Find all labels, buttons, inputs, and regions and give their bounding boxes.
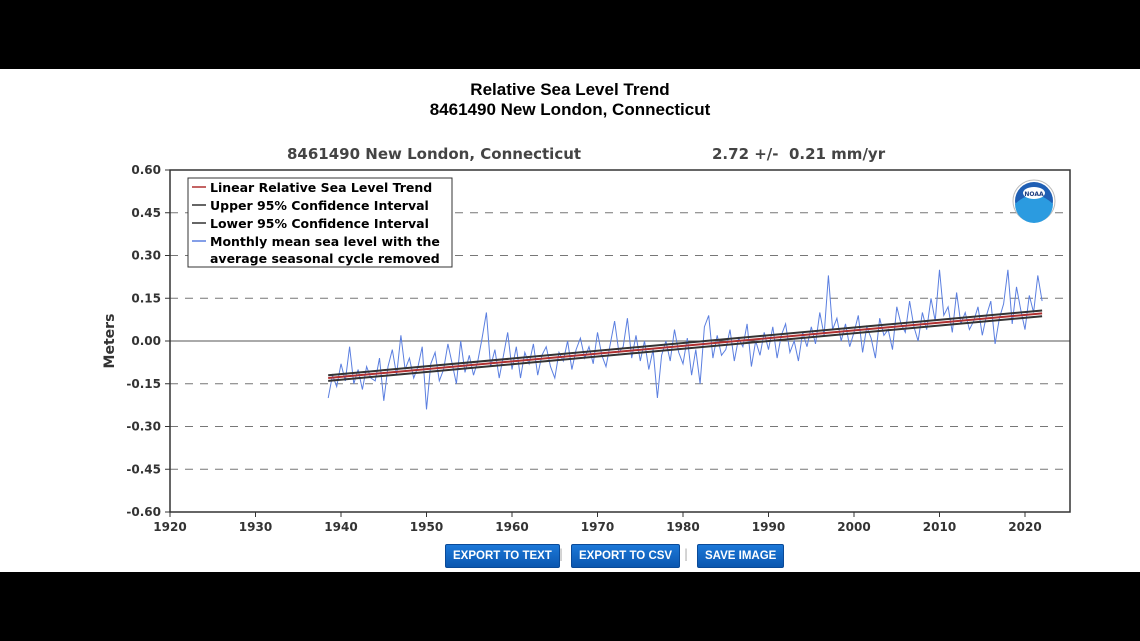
y-tick-label: 0.45: [131, 206, 161, 220]
x-tick-label: 1930: [239, 520, 272, 534]
y-tick-label: -0.15: [126, 377, 161, 391]
rate-label: 2.72 +/- 0.21 mm/yr: [712, 145, 886, 163]
x-tick-label: 1960: [495, 520, 528, 534]
export-csv-button[interactable]: EXPORT TO CSV: [571, 544, 681, 568]
noaa-logo-text: NOAA: [1024, 191, 1044, 198]
legend-item: Monthly mean sea level with the: [210, 234, 440, 249]
legend-box: [187, 177, 453, 268]
y-tick-label: -0.45: [126, 462, 161, 476]
x-tick-label: 1950: [410, 520, 443, 534]
x-tick-label: 2020: [1008, 520, 1041, 534]
save-image-button[interactable]: SAVE IMAGE: [697, 544, 785, 568]
upper-ci-line: [328, 309, 1043, 377]
noaa-logo-wave: [1015, 195, 1053, 223]
plot-border: [169, 169, 1071, 513]
x-tick-label: 1940: [324, 520, 357, 534]
chart-subtitle: 8461490 New London, Connecticut: [429, 100, 711, 119]
y-tick-label: 0.15: [131, 291, 161, 305]
y-tick-label: 0.00: [131, 334, 161, 348]
x-tick-label: 2000: [837, 520, 870, 534]
y-axis-label: Meters: [102, 314, 118, 369]
trend-line: [328, 312, 1043, 380]
y-tick-label: 0.60: [131, 163, 161, 177]
export-text-button[interactable]: EXPORT TO TEXT: [445, 544, 560, 568]
legend-item: average seasonal cycle removed: [210, 251, 440, 266]
legend-item: Lower 95% Confidence Interval: [210, 216, 429, 231]
x-tick-label: 2010: [923, 520, 956, 534]
monthly-series-line: [327, 269, 1043, 410]
separator: |: [559, 547, 564, 561]
noaa-logo-bird: [1023, 187, 1045, 199]
y-tick-label: -0.60: [126, 505, 161, 519]
x-tick-label: 1980: [666, 520, 699, 534]
y-tick-label: 0.30: [131, 249, 161, 263]
y-tick-label: -0.30: [126, 420, 161, 434]
x-tick-label: 1990: [752, 520, 785, 534]
legend-item: Linear Relative Sea Level Trend: [210, 180, 432, 195]
x-tick-label: 1920: [153, 520, 186, 534]
x-tick-label: 1970: [581, 520, 614, 534]
lower-ci-line: [328, 315, 1043, 382]
chart-title: Relative Sea Level Trend: [470, 80, 670, 99]
station-label: 8461490 New London, Connecticut: [287, 145, 582, 163]
legend-item: Upper 95% Confidence Interval: [210, 198, 429, 213]
separator: |: [684, 547, 689, 561]
